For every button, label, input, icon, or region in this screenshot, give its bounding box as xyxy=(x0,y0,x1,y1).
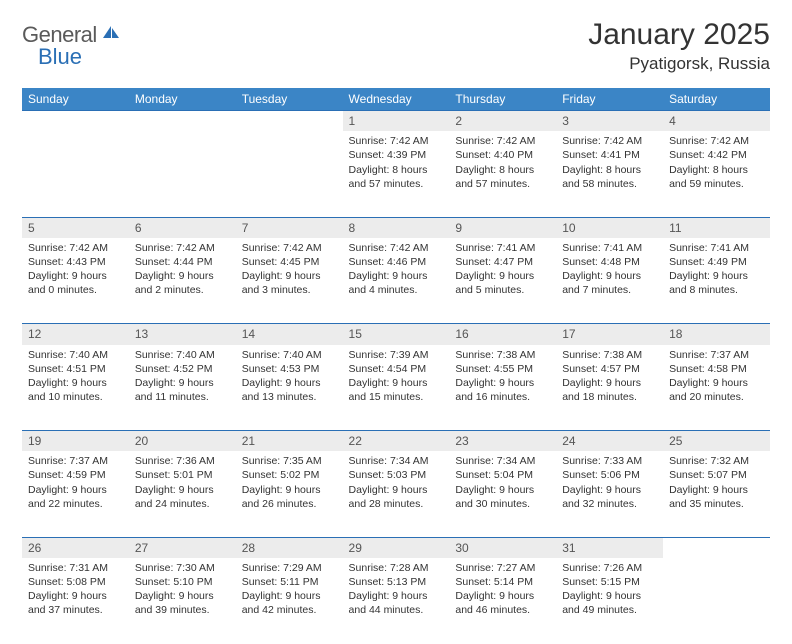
day-content-cell xyxy=(129,131,236,217)
day-number-cell: 9 xyxy=(449,217,556,238)
day-number-cell xyxy=(663,537,770,558)
day-content-cell: Sunrise: 7:28 AMSunset: 5:13 PMDaylight:… xyxy=(343,558,450,644)
day-content-cell: Sunrise: 7:39 AMSunset: 4:54 PMDaylight:… xyxy=(343,345,450,431)
day-header: Thursday xyxy=(449,88,556,111)
daynum-row: 12131415161718 xyxy=(22,324,770,345)
day-header: Friday xyxy=(556,88,663,111)
day-content-cell: Sunrise: 7:34 AMSunset: 5:03 PMDaylight:… xyxy=(343,451,450,537)
content-row: Sunrise: 7:37 AMSunset: 4:59 PMDaylight:… xyxy=(22,451,770,537)
day-content-cell: Sunrise: 7:42 AMSunset: 4:39 PMDaylight:… xyxy=(343,131,450,217)
day-content-cell xyxy=(236,131,343,217)
day-content-cell: Sunrise: 7:30 AMSunset: 5:10 PMDaylight:… xyxy=(129,558,236,644)
day-number-cell: 8 xyxy=(343,217,450,238)
day-header: Sunday xyxy=(22,88,129,111)
day-content-cell: Sunrise: 7:27 AMSunset: 5:14 PMDaylight:… xyxy=(449,558,556,644)
day-number-cell: 27 xyxy=(129,537,236,558)
day-content-cell: Sunrise: 7:36 AMSunset: 5:01 PMDaylight:… xyxy=(129,451,236,537)
daynum-row: 19202122232425 xyxy=(22,431,770,452)
day-number-cell: 1 xyxy=(343,111,450,132)
title-block: January 2025 Pyatigorsk, Russia xyxy=(588,18,770,74)
day-content-cell: Sunrise: 7:34 AMSunset: 5:04 PMDaylight:… xyxy=(449,451,556,537)
day-number-cell: 18 xyxy=(663,324,770,345)
day-content-cell: Sunrise: 7:35 AMSunset: 5:02 PMDaylight:… xyxy=(236,451,343,537)
day-number-cell xyxy=(22,111,129,132)
day-content-cell: Sunrise: 7:41 AMSunset: 4:47 PMDaylight:… xyxy=(449,238,556,324)
day-content-cell: Sunrise: 7:32 AMSunset: 5:07 PMDaylight:… xyxy=(663,451,770,537)
day-number-cell: 2 xyxy=(449,111,556,132)
day-number-cell: 12 xyxy=(22,324,129,345)
day-number-cell: 23 xyxy=(449,431,556,452)
day-content-cell: Sunrise: 7:42 AMSunset: 4:43 PMDaylight:… xyxy=(22,238,129,324)
day-content-cell: Sunrise: 7:40 AMSunset: 4:53 PMDaylight:… xyxy=(236,345,343,431)
day-content-cell: Sunrise: 7:42 AMSunset: 4:41 PMDaylight:… xyxy=(556,131,663,217)
day-header-row: SundayMondayTuesdayWednesdayThursdayFrid… xyxy=(22,88,770,111)
day-number-cell: 25 xyxy=(663,431,770,452)
day-content-cell: Sunrise: 7:29 AMSunset: 5:11 PMDaylight:… xyxy=(236,558,343,644)
month-title: January 2025 xyxy=(588,18,770,52)
day-number-cell: 14 xyxy=(236,324,343,345)
day-content-cell: Sunrise: 7:33 AMSunset: 5:06 PMDaylight:… xyxy=(556,451,663,537)
day-content-cell: Sunrise: 7:31 AMSunset: 5:08 PMDaylight:… xyxy=(22,558,129,644)
day-number-cell: 17 xyxy=(556,324,663,345)
day-content-cell: Sunrise: 7:40 AMSunset: 4:51 PMDaylight:… xyxy=(22,345,129,431)
day-number-cell: 4 xyxy=(663,111,770,132)
day-number-cell: 20 xyxy=(129,431,236,452)
day-content-cell: Sunrise: 7:42 AMSunset: 4:46 PMDaylight:… xyxy=(343,238,450,324)
logo-text-blue: Blue xyxy=(38,44,82,70)
day-number-cell: 6 xyxy=(129,217,236,238)
day-number-cell: 19 xyxy=(22,431,129,452)
content-row: Sunrise: 7:31 AMSunset: 5:08 PMDaylight:… xyxy=(22,558,770,644)
day-number-cell: 26 xyxy=(22,537,129,558)
logo-sail-icon xyxy=(101,24,121,45)
day-content-cell: Sunrise: 7:41 AMSunset: 4:48 PMDaylight:… xyxy=(556,238,663,324)
day-content-cell: Sunrise: 7:42 AMSunset: 4:45 PMDaylight:… xyxy=(236,238,343,324)
day-number-cell: 11 xyxy=(663,217,770,238)
content-row: Sunrise: 7:40 AMSunset: 4:51 PMDaylight:… xyxy=(22,345,770,431)
day-number-cell: 13 xyxy=(129,324,236,345)
logo-blue-row: Blue xyxy=(38,40,82,70)
day-number-cell: 31 xyxy=(556,537,663,558)
day-content-cell: Sunrise: 7:37 AMSunset: 4:58 PMDaylight:… xyxy=(663,345,770,431)
content-row: Sunrise: 7:42 AMSunset: 4:43 PMDaylight:… xyxy=(22,238,770,324)
day-content-cell: Sunrise: 7:38 AMSunset: 4:55 PMDaylight:… xyxy=(449,345,556,431)
day-number-cell xyxy=(236,111,343,132)
content-row: Sunrise: 7:42 AMSunset: 4:39 PMDaylight:… xyxy=(22,131,770,217)
daynum-row: 262728293031 xyxy=(22,537,770,558)
day-header: Wednesday xyxy=(343,88,450,111)
header: General January 2025 Pyatigorsk, Russia xyxy=(22,18,770,74)
day-header: Tuesday xyxy=(236,88,343,111)
day-header: Saturday xyxy=(663,88,770,111)
day-number-cell: 7 xyxy=(236,217,343,238)
day-content-cell: Sunrise: 7:41 AMSunset: 4:49 PMDaylight:… xyxy=(663,238,770,324)
day-header: Monday xyxy=(129,88,236,111)
day-number-cell: 30 xyxy=(449,537,556,558)
location: Pyatigorsk, Russia xyxy=(588,54,770,74)
day-number-cell: 10 xyxy=(556,217,663,238)
day-number-cell xyxy=(129,111,236,132)
daynum-row: 1234 xyxy=(22,111,770,132)
day-content-cell: Sunrise: 7:40 AMSunset: 4:52 PMDaylight:… xyxy=(129,345,236,431)
day-number-cell: 21 xyxy=(236,431,343,452)
day-number-cell: 3 xyxy=(556,111,663,132)
day-number-cell: 22 xyxy=(343,431,450,452)
day-content-cell: Sunrise: 7:42 AMSunset: 4:44 PMDaylight:… xyxy=(129,238,236,324)
day-content-cell: Sunrise: 7:42 AMSunset: 4:40 PMDaylight:… xyxy=(449,131,556,217)
day-content-cell xyxy=(663,558,770,644)
day-content-cell xyxy=(22,131,129,217)
day-content-cell: Sunrise: 7:38 AMSunset: 4:57 PMDaylight:… xyxy=(556,345,663,431)
day-number-cell: 15 xyxy=(343,324,450,345)
day-content-cell: Sunrise: 7:42 AMSunset: 4:42 PMDaylight:… xyxy=(663,131,770,217)
day-number-cell: 28 xyxy=(236,537,343,558)
day-number-cell: 16 xyxy=(449,324,556,345)
day-content-cell: Sunrise: 7:37 AMSunset: 4:59 PMDaylight:… xyxy=(22,451,129,537)
day-number-cell: 24 xyxy=(556,431,663,452)
day-number-cell: 5 xyxy=(22,217,129,238)
daynum-row: 567891011 xyxy=(22,217,770,238)
day-number-cell: 29 xyxy=(343,537,450,558)
calendar-table: SundayMondayTuesdayWednesdayThursdayFrid… xyxy=(22,88,770,644)
day-content-cell: Sunrise: 7:26 AMSunset: 5:15 PMDaylight:… xyxy=(556,558,663,644)
